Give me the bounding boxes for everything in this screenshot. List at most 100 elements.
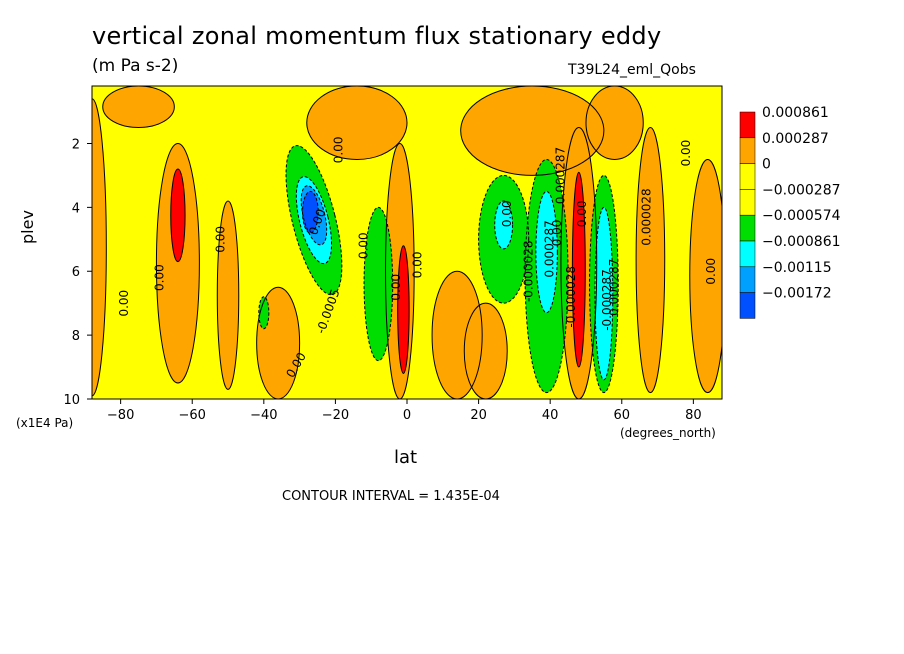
x-tick-label: 80: [685, 408, 702, 423]
contour-label: 0.00: [704, 258, 718, 285]
legend-label: −0.00172: [762, 286, 832, 302]
x-tick-label: 0: [403, 408, 411, 423]
contour-line: [306, 86, 408, 160]
contour-region: [594, 207, 613, 380]
contour-label: 0.000287: [554, 147, 568, 204]
contour-label: 0.000287: [607, 259, 621, 316]
contour-label: 0.00: [550, 220, 564, 247]
units-label: (m Pa s-2): [92, 56, 179, 76]
contour-line: [585, 86, 644, 160]
contour-line: [524, 158, 569, 394]
contour-label: 0.00: [117, 290, 131, 317]
contour-line: [589, 174, 619, 394]
legend-swatch: [739, 163, 756, 190]
contour-line: [102, 86, 175, 129]
x-axis-label: lat: [394, 447, 418, 468]
contour-region: [102, 86, 175, 128]
legend-swatch: [739, 266, 756, 293]
y-axis-label: plev: [18, 210, 37, 244]
legend-swatch: [739, 137, 756, 164]
contour-line: [92, 98, 107, 397]
legend-swatch: [739, 240, 756, 268]
chart-title: vertical zonal momentum flux stationary …: [92, 22, 662, 50]
contour-region: [464, 303, 508, 399]
contour-line: [300, 185, 328, 246]
contour-line: [285, 145, 343, 296]
y-tick-label: 6: [72, 265, 80, 280]
x-tick-label: −80: [107, 408, 134, 423]
legend-label: 0: [762, 157, 771, 173]
contour-region: [585, 86, 644, 160]
contour-region: [170, 169, 186, 262]
x-tick-label: −60: [179, 408, 206, 423]
y-axis: 2 4 6 8 10: [63, 137, 92, 408]
contour-label: 0.000287: [543, 220, 557, 277]
contour-region: [258, 296, 269, 329]
contour-label: 0.000028: [639, 188, 653, 245]
contour-line: [170, 168, 186, 263]
contour-line: [258, 296, 270, 330]
contour-line: [535, 190, 558, 314]
contour-label: -0.000028: [521, 240, 535, 302]
x-axis: −80 −60 −40 −20 0 20 40 60 80: [107, 399, 702, 423]
contour-label: 0.00: [389, 274, 403, 301]
x-tick-label: 40: [542, 408, 559, 423]
legend-label: −0.000287: [762, 182, 841, 198]
contour-region: [306, 86, 407, 160]
contour-line: [635, 127, 666, 394]
contour-interval: CONTOUR INTERVAL = 1.435E-04: [282, 489, 500, 504]
contour-label: 0.00: [332, 137, 346, 164]
contour-line: [478, 174, 530, 304]
legend-label: 0.000861: [762, 105, 829, 121]
contour-line: [397, 245, 410, 374]
legend-label: 0.000287: [762, 131, 829, 147]
x-unit-label: (degrees_north): [620, 426, 716, 440]
x-tick-label: −40: [250, 408, 277, 423]
legend-label: −0.000574: [762, 208, 841, 224]
contour-region: [92, 98, 107, 396]
y-tick-label: 8: [72, 329, 80, 344]
legend-label: −0.000861: [762, 234, 841, 250]
legend-swatch: [739, 189, 756, 216]
contour-region: [689, 159, 722, 393]
contour-label: 0.00: [213, 226, 227, 253]
contour-region: [397, 245, 410, 374]
x-tick-label: −20: [322, 408, 349, 423]
color-legend: 0.000861 0.000287 0 −0.000287 −0.000574 −0.00…: [739, 105, 841, 319]
contour-label: 0.00: [357, 232, 371, 259]
y-tick-label: 10: [63, 393, 80, 408]
contour-label: 0.00: [575, 200, 589, 227]
contour-label: 0.00: [410, 251, 424, 278]
contour-line: [571, 171, 586, 368]
contour-line: [460, 86, 605, 176]
legend-label: −0.00115: [762, 260, 832, 276]
contour-line: [594, 206, 614, 381]
run-label: T39L24_eml_Qobs: [568, 62, 696, 78]
contour-label: 0.00: [153, 264, 167, 291]
legend-swatch: [739, 292, 756, 319]
contour-line: [494, 200, 514, 250]
contour-lines: [92, 86, 722, 399]
legend-swatch: [739, 111, 756, 139]
contour-fills: [92, 86, 722, 399]
contour-label: 0.00: [500, 200, 514, 227]
contour-label: 0.00: [679, 140, 693, 167]
y-unit-label: (x1E4 Pa): [16, 416, 74, 430]
contour-region: [217, 200, 239, 390]
contour-region: [636, 127, 665, 393]
contour-line: [363, 206, 394, 362]
contour-line: [216, 200, 240, 390]
contour-label: -0.000028: [564, 266, 578, 328]
contour-line: [295, 176, 333, 265]
contour-region: [494, 200, 513, 249]
x-tick-label: 20: [470, 408, 487, 423]
x-tick-label: 60: [613, 408, 630, 423]
contour-line: [256, 286, 301, 399]
legend-swatch: [739, 214, 756, 242]
contour-label: -0.000287: [600, 269, 614, 331]
contour-region: [302, 191, 319, 233]
contour-region: [156, 143, 200, 384]
y-tick-label: 2: [72, 137, 80, 152]
contour-line: [301, 190, 319, 234]
